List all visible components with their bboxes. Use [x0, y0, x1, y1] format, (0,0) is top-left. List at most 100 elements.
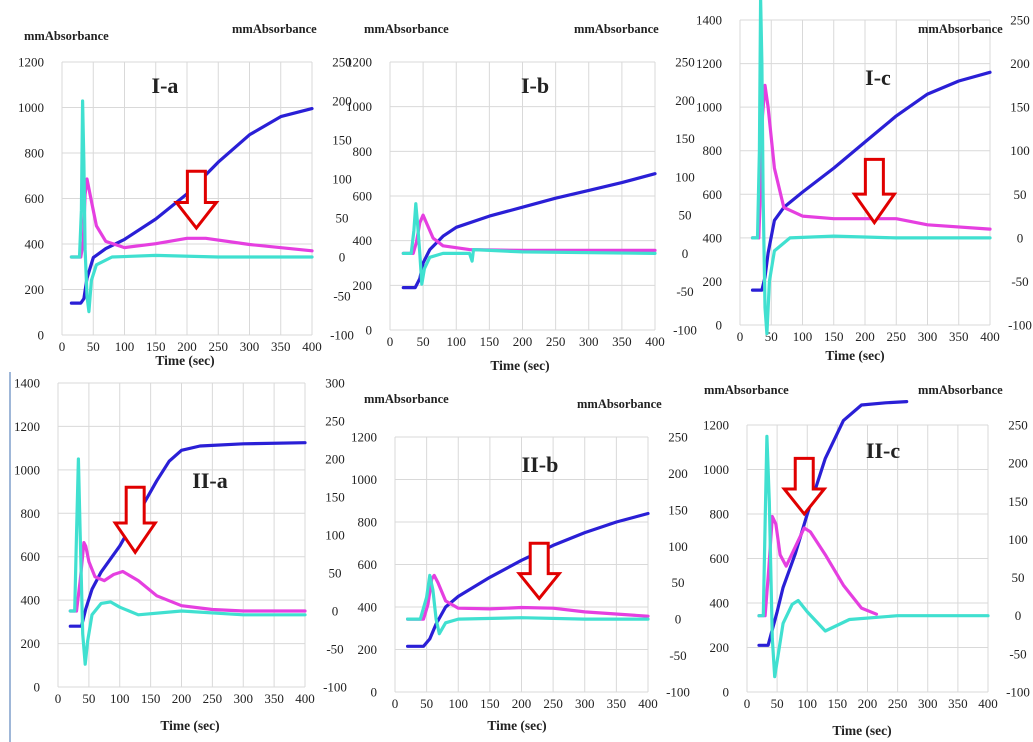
y-left-tick-label: 200 [710, 640, 730, 655]
x-tick-label: 150 [146, 339, 166, 354]
panel-title: II-a [192, 468, 227, 493]
panel-title: I-b [521, 73, 549, 98]
chart-panel-4: 0 50 100 150 200 250 300 350 400 0 200 400 600 800 100… [9, 372, 347, 742]
x-tick-label: 200 [172, 691, 192, 706]
x-tick-label: 400 [980, 329, 1000, 344]
x-tick-label: 150 [824, 329, 844, 344]
x-tick-label: 250 [203, 691, 223, 706]
x-tick-label: 250 [888, 696, 908, 711]
chart-panel-3: 0 50 100 150 200 250 300 350 400 0 200 400 600 800 100… [696, 0, 1032, 363]
x-tick-label: 350 [607, 696, 627, 711]
x-tick-label: 300 [575, 696, 595, 711]
x-axis-label: Time (sec) [487, 718, 546, 733]
y-left-tick-label: 400 [25, 237, 45, 252]
y-left-tick-label: 400 [703, 230, 723, 245]
x-tick-label: 0 [737, 329, 744, 344]
x-tick-label: 200 [855, 329, 875, 344]
y-left-tick-label: 800 [21, 506, 41, 521]
y-right-tick-label: 250 [1010, 13, 1030, 28]
x-tick-label: 400 [638, 696, 658, 711]
cyan-series-line [406, 573, 650, 636]
y-left-tick-label: 400 [21, 593, 41, 608]
x-axis-label: Time (sec) [490, 358, 549, 373]
x-tick-label: 350 [948, 696, 968, 711]
x-tick-label: 250 [543, 696, 563, 711]
x-tick-label: 250 [546, 334, 566, 349]
cyan-series-line [401, 202, 657, 286]
x-tick-label: 0 [55, 691, 62, 706]
y-right-tick-label: 200 [1010, 56, 1030, 71]
y-right-axis-caption: mmAbsorbance [577, 397, 662, 411]
down-arrow-marker [173, 169, 220, 231]
y-right-tick-label: -50 [676, 284, 693, 299]
y-left-axis-caption: mmAbsorbance [704, 383, 789, 397]
y-left-tick-label: 1000 [351, 472, 377, 487]
y-left-tick-label: 800 [353, 144, 373, 159]
x-tick-label: 400 [645, 334, 665, 349]
y-left-tick-label: 200 [358, 642, 378, 657]
y-right-tick-label: 250 [332, 55, 352, 70]
x-tick-label: 400 [295, 691, 315, 706]
x-tick-label: 50 [420, 696, 433, 711]
x-axis-label: Time (sec) [155, 353, 214, 368]
y-right-axis-caption: mmAbsorbance [574, 22, 659, 36]
x-axis-label: Time (sec) [160, 718, 219, 733]
y-right-tick-label: 150 [1008, 494, 1028, 509]
x-tick-label: 200 [513, 334, 533, 349]
x-tick-label: 150 [480, 696, 500, 711]
y-right-tick-label: 0 [675, 612, 682, 627]
y-right-tick-label: 50 [336, 211, 349, 226]
panel-title: I-c [865, 65, 891, 90]
x-tick-label: 50 [87, 339, 100, 354]
y-right-tick-label: -100 [1008, 318, 1032, 333]
y-right-tick-label: 150 [325, 490, 345, 505]
x-tick-label: 50 [82, 691, 95, 706]
y-left-tick-label: 1200 [346, 55, 372, 70]
y-left-tick-label: 200 [25, 282, 45, 297]
y-left-tick-label: 1200 [14, 419, 40, 434]
x-tick-label: 0 [392, 696, 399, 711]
y-right-tick-label: 100 [325, 528, 345, 543]
magenta-series-line [406, 573, 650, 621]
magenta-series-line [68, 541, 307, 613]
down-arrow-marker [516, 541, 563, 601]
x-tick-label: 400 [302, 339, 322, 354]
cyan-series-line [750, 0, 992, 336]
y-right-tick-label: -50 [1011, 274, 1028, 289]
chart-panel-6: 0 50 100 150 200 250 300 350 400 0 200 400 600 800 100… [703, 383, 1030, 738]
y-right-tick-label: -50 [326, 642, 343, 657]
y-left-tick-label: 1400 [696, 13, 722, 28]
y-right-tick-label: 50 [1012, 570, 1025, 585]
y-right-tick-label: 250 [325, 414, 345, 429]
chart-panel-1: 0 50 100 150 200 250 300 350 400 0 200 400 600 800 100… [18, 22, 354, 368]
y-right-tick-label: 50 [329, 566, 342, 581]
y-right-tick-label: 150 [332, 133, 352, 148]
x-tick-label: 300 [918, 696, 938, 711]
y-right-tick-label: 150 [675, 131, 695, 146]
x-tick-label: 50 [771, 696, 784, 711]
y-right-tick-label: -100 [666, 685, 690, 700]
x-tick-label: 350 [271, 339, 291, 354]
x-tick-label: 300 [918, 329, 938, 344]
down-arrow-marker [851, 157, 898, 226]
y-right-tick-label: 100 [675, 169, 695, 184]
y-left-tick-label: 0 [34, 680, 41, 695]
y-left-tick-label: 1000 [18, 100, 44, 115]
y-left-tick-label: 1000 [14, 462, 40, 477]
y-left-tick-label: 800 [358, 515, 378, 530]
y-right-tick-label: 100 [332, 172, 352, 187]
y-left-tick-label: 1400 [14, 376, 40, 391]
y-left-tick-label: 800 [25, 146, 45, 161]
y-left-axis-caption: mmAbsorbance [364, 392, 449, 406]
x-tick-label: 0 [59, 339, 66, 354]
y-right-tick-label: 0 [339, 250, 346, 265]
y-left-tick-label: 1200 [18, 55, 44, 70]
magenta-series-line [401, 213, 657, 255]
y-right-tick-label: 200 [1008, 456, 1028, 471]
y-right-tick-label: 100 [1010, 143, 1030, 158]
x-tick-label: 150 [828, 696, 848, 711]
y-right-tick-label: -50 [669, 648, 686, 663]
y-left-tick-label: 1200 [351, 430, 377, 445]
y-left-tick-label: 600 [353, 189, 373, 204]
